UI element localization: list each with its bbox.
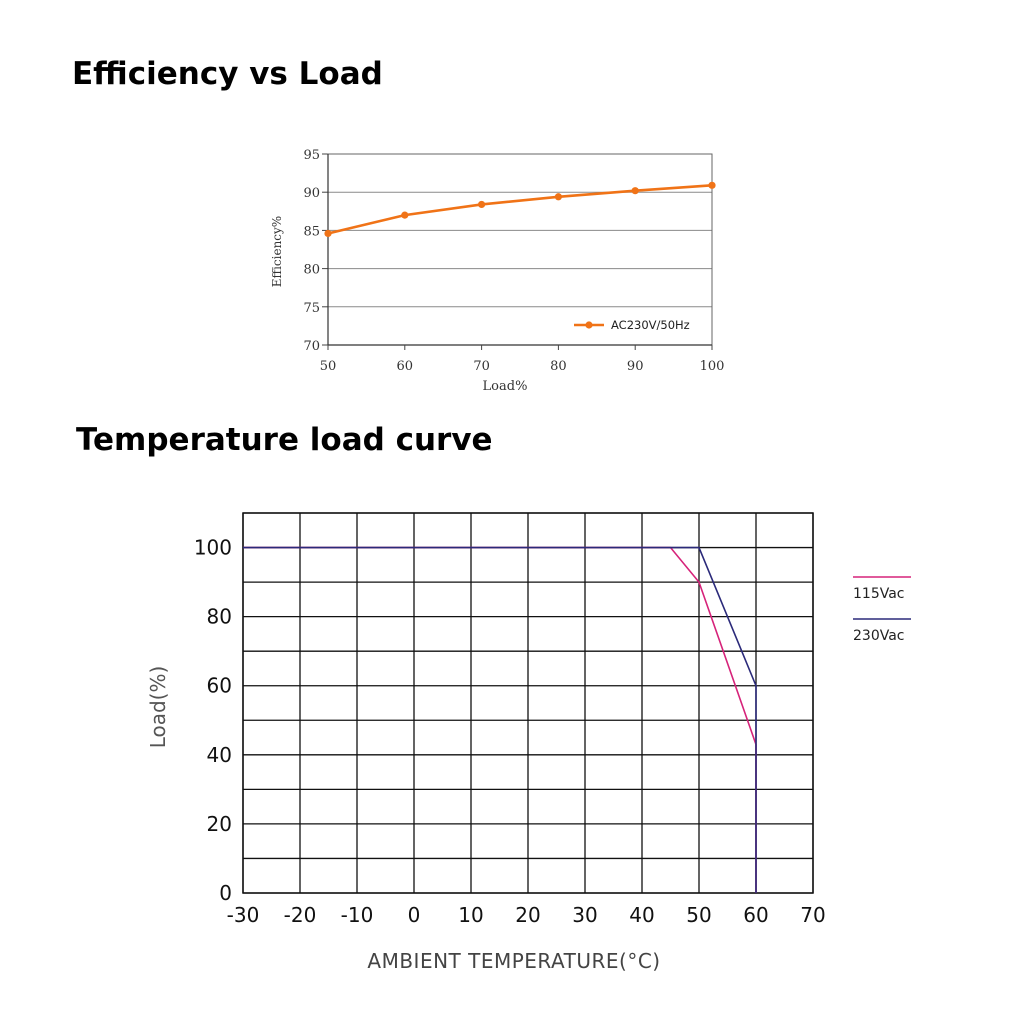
eff-data-point — [708, 181, 716, 189]
temp-x-tick-label: 60 — [743, 903, 768, 927]
temp-legend-label: 230Vac — [853, 628, 905, 644]
eff-x-axis-label: Load% — [483, 379, 528, 394]
eff-x-tick-label: 70 — [473, 359, 490, 374]
temp-x-tick-label: 20 — [515, 903, 540, 927]
temp-series-line-230vac — [243, 546, 757, 893]
temp-y-tick-label: 0 — [219, 881, 232, 905]
temp-y-axis-label: Load(%) — [146, 666, 170, 749]
temp-y-tick-label: 40 — [207, 743, 232, 767]
eff-plot-frame — [327, 153, 713, 346]
temp-x-axis-label: AMBIENT TEMPERATURE(°C) — [367, 949, 660, 973]
eff-legend-marker — [585, 321, 593, 329]
eff-data-point — [324, 229, 332, 238]
eff-series-line — [327, 184, 713, 235]
temp-x-tick-label: 30 — [572, 903, 597, 927]
eff-legend-label: AC230V/50Hz — [611, 318, 690, 332]
eff-y-tick-label: 90 — [303, 186, 320, 201]
eff-data-point — [631, 187, 639, 195]
eff-y-tick-label: 80 — [303, 263, 320, 278]
temp-x-tick-label: 40 — [629, 903, 654, 927]
eff-data-point — [478, 200, 486, 209]
temp-x-tick-label: 10 — [458, 903, 483, 927]
eff-x-tick-label: 60 — [397, 359, 414, 374]
temp-x-tick-label: 50 — [686, 903, 711, 927]
temp-x-tick-label: -10 — [341, 903, 374, 927]
temp-plot-frame — [242, 512, 814, 894]
eff-y-tick-label: 95 — [303, 148, 320, 163]
temp-y-tick-label: 20 — [207, 812, 232, 836]
temp-y-tick-label: 60 — [207, 674, 232, 698]
eff-data-point — [401, 211, 409, 219]
temperature-chart-title: Temperature load curve — [76, 422, 493, 458]
temp-legend-label: 115Vac — [853, 586, 905, 602]
efficiency-chart-title: Efficiency vs Load — [72, 56, 383, 92]
temp-y-tick-label: 100 — [194, 536, 232, 560]
eff-data-point — [554, 193, 563, 201]
eff-y-axis-label: Efficiency% — [270, 216, 284, 287]
temp-x-tick-label: -30 — [227, 903, 260, 927]
eff-y-tick-label: 70 — [303, 339, 320, 354]
temp-y-tick-label: 80 — [207, 605, 232, 629]
eff-x-tick-label: 80 — [550, 359, 567, 374]
temp-x-tick-label: 70 — [800, 903, 825, 927]
eff-y-tick-label: 85 — [303, 224, 320, 239]
eff-x-tick-label: 50 — [320, 359, 337, 374]
temp-x-tick-label: -20 — [284, 903, 317, 927]
eff-x-tick-label: 90 — [627, 359, 644, 374]
eff-x-tick-label: 100 — [700, 359, 725, 374]
eff-y-tick-label: 75 — [303, 301, 320, 316]
temp-x-tick-label: 0 — [408, 903, 421, 927]
